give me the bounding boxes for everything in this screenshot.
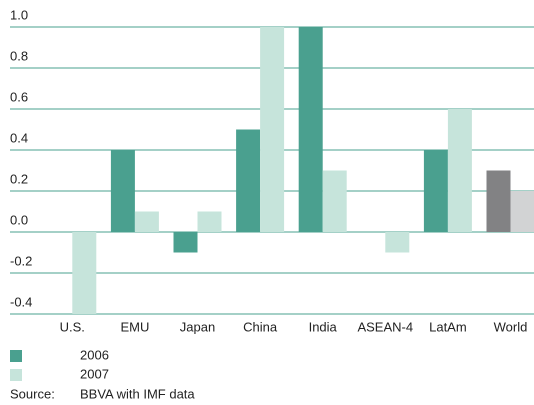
bar — [486, 170, 511, 232]
x-tick-label: World — [494, 319, 528, 334]
y-tick-label: 0.6 — [10, 89, 28, 104]
source: BBVA with IMF data — [80, 386, 195, 401]
x-tick-label: LatAm — [429, 319, 467, 334]
y-tick-label: -0.4 — [10, 294, 32, 309]
bar — [298, 27, 323, 232]
x-tick-label: EMU — [120, 319, 149, 334]
bar — [322, 170, 347, 232]
y-tick-label: 0.2 — [10, 171, 28, 186]
bar — [447, 109, 472, 232]
legend-swatch — [10, 350, 22, 362]
y-tick-label: -0.2 — [10, 253, 32, 268]
bar — [423, 150, 448, 232]
x-tick-label: India — [309, 319, 338, 334]
x-tick-label: ASEAN-4 — [357, 319, 413, 334]
bar — [236, 129, 261, 232]
x-tick-label: Japan — [180, 319, 215, 334]
y-tick-label: 0.8 — [10, 48, 28, 63]
x-tick-label: U.S. — [60, 319, 85, 334]
bar — [72, 232, 97, 314]
bar — [110, 150, 135, 232]
source-label: Source: — [10, 386, 55, 401]
y-tick-label: 0.4 — [10, 130, 28, 145]
legend-label: 2007 — [80, 366, 109, 381]
bar — [385, 232, 410, 253]
bar — [260, 27, 285, 232]
bar — [197, 211, 222, 232]
x-tick-label: China — [243, 319, 278, 334]
legend-swatch — [10, 369, 22, 381]
legend-label: 2006 — [80, 347, 109, 362]
y-tick-label: 1.0 — [10, 7, 28, 22]
bar — [510, 191, 534, 232]
y-tick-label: 0.0 — [10, 212, 28, 227]
bar — [173, 232, 198, 253]
bar — [134, 211, 159, 232]
